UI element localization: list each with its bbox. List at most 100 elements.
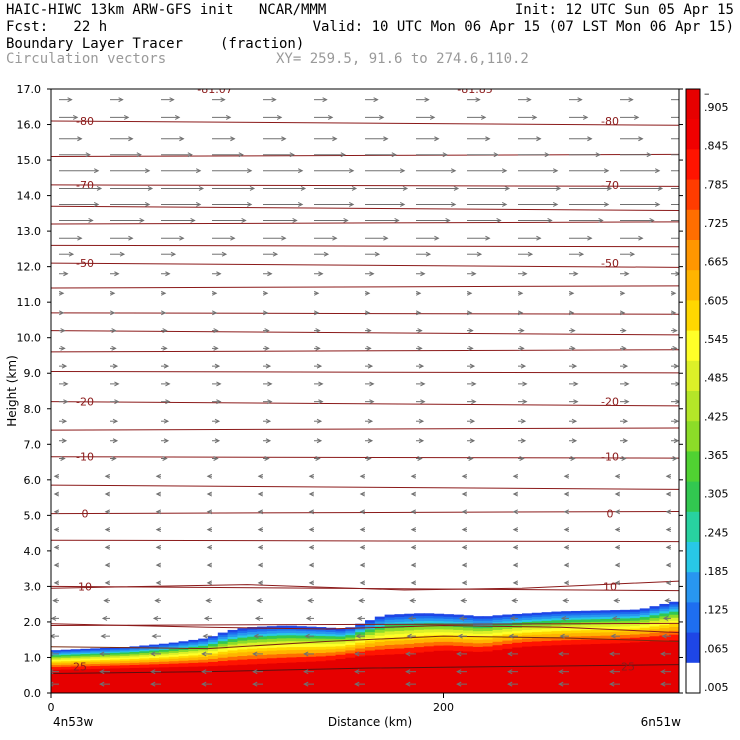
tracer-cell xyxy=(571,619,582,623)
tracer-cell xyxy=(561,619,572,624)
tracer-cell xyxy=(404,618,415,623)
tracer-cell xyxy=(345,650,356,655)
tracer-cell xyxy=(80,658,91,662)
wind-vector xyxy=(262,290,269,296)
colorbar-swatch xyxy=(686,391,700,422)
tracer-cell xyxy=(345,637,356,641)
tracer-cell xyxy=(198,654,209,658)
wind-vector xyxy=(58,290,65,296)
tracer-cell xyxy=(414,623,425,628)
tracer-cell xyxy=(659,628,670,633)
tracer-cell xyxy=(522,617,533,621)
tracer-cell xyxy=(433,638,445,643)
wind-vector xyxy=(314,136,338,142)
wind-vector xyxy=(161,186,205,191)
wind-vector xyxy=(99,681,110,687)
tracer-cell xyxy=(139,645,150,648)
tracer-cell xyxy=(590,610,602,614)
colorbar-swatch xyxy=(686,602,700,634)
tracer-cell xyxy=(541,616,553,620)
wind-vector xyxy=(467,363,476,369)
wind-vector xyxy=(670,290,677,296)
tracer-cell xyxy=(247,636,258,641)
wind-vector xyxy=(518,186,562,191)
tracer-cell xyxy=(70,659,82,662)
colorbar-swatch xyxy=(686,209,700,241)
wind-vector xyxy=(365,168,406,174)
tracer-cell xyxy=(639,630,651,635)
tracer-cell xyxy=(620,621,631,625)
tracer-cell xyxy=(168,663,180,668)
tracer-cell xyxy=(100,650,111,653)
tracer-cell xyxy=(590,632,602,637)
wind-vector xyxy=(252,651,263,657)
tracer-cell xyxy=(580,610,592,614)
wind-vector xyxy=(155,509,162,515)
wind-vector xyxy=(365,97,379,103)
wind-vector xyxy=(110,251,126,257)
tracer-cell xyxy=(198,650,209,654)
wind-vector xyxy=(518,97,532,103)
tracer-cell xyxy=(257,631,268,635)
wind-vector xyxy=(59,399,69,405)
wind-vector xyxy=(212,363,221,369)
wind-vector xyxy=(263,381,273,387)
tracer-cell xyxy=(463,646,474,653)
tracer-cell xyxy=(217,641,229,645)
wind-vector xyxy=(51,681,59,687)
tracer-cell xyxy=(139,664,150,669)
wind-vector xyxy=(416,218,451,223)
tracer-cell xyxy=(80,655,91,658)
temperature-contour xyxy=(51,205,679,212)
tracer-cell xyxy=(365,640,376,645)
tracer-cell xyxy=(423,623,435,627)
tracer-cell xyxy=(649,626,660,630)
tracer-cell xyxy=(129,664,140,669)
tracer-cell xyxy=(482,651,494,693)
tracer-cell xyxy=(306,641,317,645)
wind-vector xyxy=(410,509,417,515)
temperature-contour xyxy=(51,120,679,126)
tracer-cell xyxy=(414,643,425,648)
tracer-cell xyxy=(629,631,641,636)
tracer-cell xyxy=(384,654,396,693)
wind-vector xyxy=(212,381,222,387)
header-forecast-hour: Fcst: 22 h xyxy=(6,19,108,35)
tracer-cell xyxy=(237,632,248,637)
wind-vector xyxy=(59,438,68,444)
wind-vector xyxy=(508,633,518,639)
tracer-cell xyxy=(629,609,641,613)
tracer-cell xyxy=(296,653,307,658)
tracer-cell xyxy=(266,654,278,659)
tracer-cell xyxy=(70,669,82,693)
tracer-cell xyxy=(629,623,641,627)
tracer-cell xyxy=(276,647,288,651)
tracer-cell xyxy=(158,655,170,659)
tracer-cell xyxy=(217,654,229,659)
wind-vector xyxy=(305,615,314,621)
tracer-cell xyxy=(139,660,150,664)
wind-vector xyxy=(467,186,511,191)
wind-vector xyxy=(51,615,59,621)
tracer-cell xyxy=(443,618,454,623)
wind-vector xyxy=(110,168,151,174)
tracer-cell xyxy=(433,616,445,620)
tracer-cell xyxy=(414,626,425,631)
tracer-cell xyxy=(355,640,366,644)
tracer-cell xyxy=(482,633,494,638)
wind-vector xyxy=(466,290,473,296)
tracer-cell xyxy=(414,647,425,654)
tracer-cell xyxy=(502,648,513,693)
wind-vector xyxy=(201,681,212,687)
tracer-cell xyxy=(541,620,553,625)
wind-vector xyxy=(620,456,627,461)
tracer-cell xyxy=(541,637,553,642)
tracer-cell xyxy=(276,654,288,659)
temperature-contour xyxy=(51,427,679,431)
tracer-cell xyxy=(610,638,621,645)
wind-vector xyxy=(262,310,269,316)
tracer-cell xyxy=(649,636,660,642)
colorbar-label: .245 xyxy=(704,526,729,539)
wind-vector xyxy=(665,527,672,533)
wind-vector xyxy=(307,598,314,604)
